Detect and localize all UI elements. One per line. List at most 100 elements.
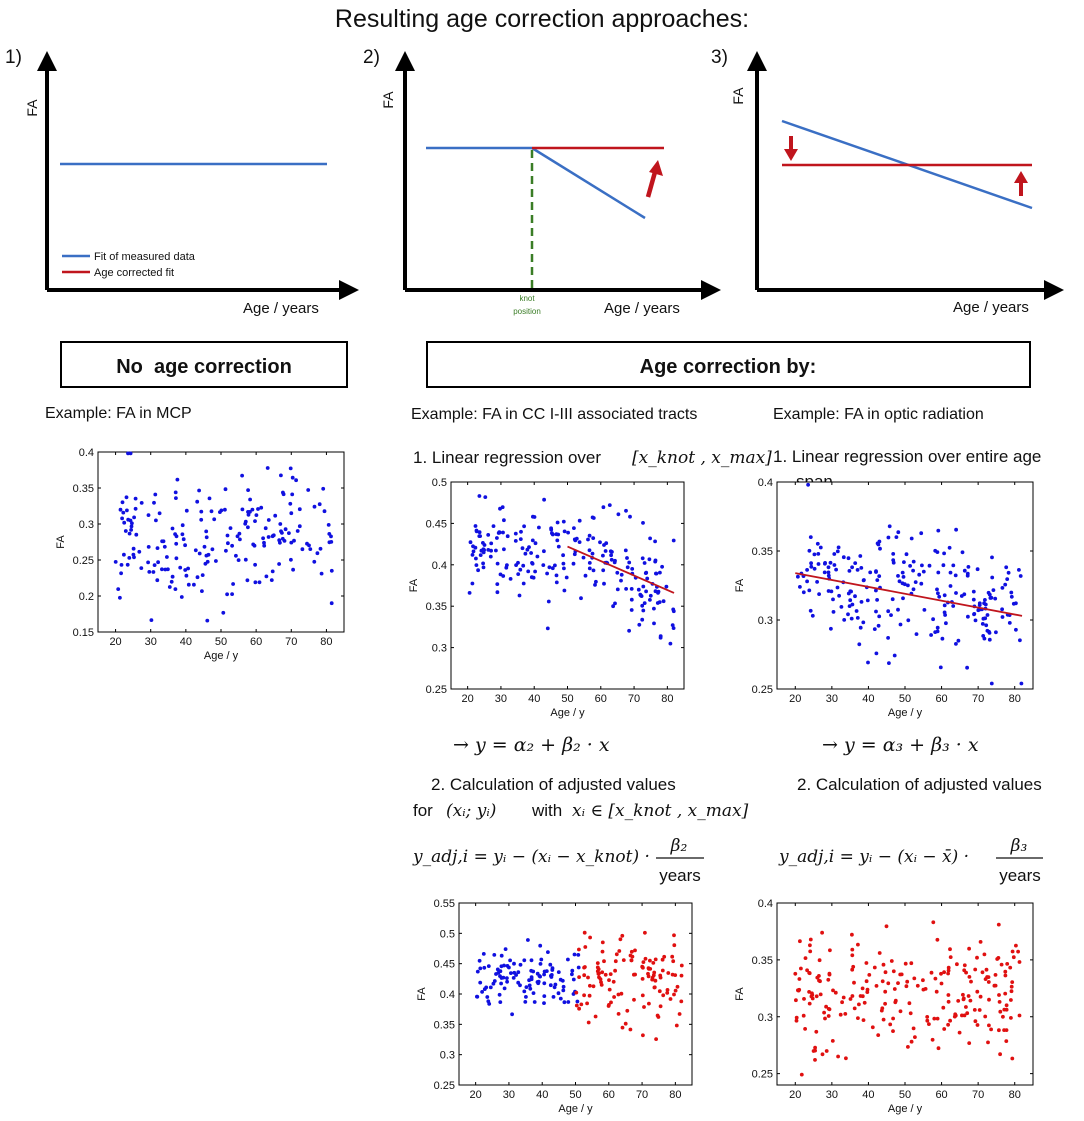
data-point bbox=[954, 527, 958, 532]
data-point bbox=[1004, 1003, 1009, 1008]
data-point bbox=[206, 552, 211, 557]
data-point bbox=[891, 552, 896, 556]
data-point bbox=[668, 997, 673, 1001]
data-point bbox=[980, 970, 985, 975]
data-point bbox=[661, 599, 666, 604]
data-point bbox=[962, 968, 967, 973]
data-point bbox=[256, 507, 260, 511]
data-point bbox=[670, 972, 675, 977]
data-point bbox=[1009, 590, 1014, 595]
data-point bbox=[137, 549, 142, 554]
data-point bbox=[610, 550, 614, 554]
data-point bbox=[948, 570, 953, 575]
data-point bbox=[488, 554, 493, 559]
cc-regression-formula: → y = α₂ + β₂ · x bbox=[453, 734, 610, 756]
data-point bbox=[1018, 574, 1023, 578]
data-point bbox=[961, 992, 965, 997]
x-tick-label: 50 bbox=[899, 693, 911, 705]
data-point bbox=[643, 956, 648, 961]
data-point bbox=[1003, 973, 1008, 978]
data-point bbox=[1009, 984, 1014, 989]
data-point bbox=[537, 525, 541, 530]
data-point bbox=[571, 561, 576, 566]
data-point bbox=[990, 555, 994, 560]
data-point bbox=[911, 559, 916, 564]
x-tick-label: 40 bbox=[536, 1089, 548, 1101]
data-point bbox=[125, 508, 129, 513]
data-point bbox=[486, 964, 491, 968]
data-point bbox=[919, 581, 924, 586]
x-tick-label: 50 bbox=[899, 1089, 911, 1101]
data-point bbox=[219, 508, 224, 513]
data-point bbox=[477, 530, 482, 535]
data-point bbox=[807, 990, 811, 994]
data-point bbox=[505, 534, 510, 539]
data-point bbox=[289, 511, 294, 516]
y-tick-label: 0.55 bbox=[434, 898, 455, 910]
data-point bbox=[250, 507, 255, 512]
x-tick-label: 60 bbox=[250, 636, 262, 648]
data-point bbox=[200, 573, 205, 577]
data-point bbox=[967, 975, 972, 979]
data-point bbox=[1002, 1007, 1007, 1012]
data-point bbox=[600, 940, 605, 945]
data-point bbox=[808, 608, 813, 613]
data-point bbox=[575, 999, 580, 1004]
example-mcp: Example: FA in MCP bbox=[45, 405, 192, 422]
data-point bbox=[478, 980, 483, 985]
data-point bbox=[658, 973, 663, 978]
data-point bbox=[966, 994, 971, 998]
x-tick-label: 30 bbox=[145, 636, 157, 648]
data-point bbox=[546, 950, 550, 954]
data-point bbox=[529, 975, 534, 980]
data-point bbox=[482, 965, 487, 970]
data-point bbox=[587, 548, 592, 553]
data-point bbox=[1001, 1014, 1005, 1019]
data-point bbox=[876, 623, 881, 628]
data-point bbox=[1003, 969, 1008, 974]
data-point bbox=[820, 930, 824, 935]
data-point bbox=[913, 580, 918, 584]
data-point bbox=[306, 488, 311, 492]
data-point bbox=[553, 982, 558, 987]
data-point bbox=[936, 591, 940, 596]
data-point bbox=[814, 1029, 819, 1034]
data-point bbox=[321, 486, 326, 491]
data-point bbox=[679, 973, 684, 978]
data-point bbox=[1017, 960, 1022, 964]
data-point bbox=[480, 990, 484, 994]
optic-adjust-formula: y_adj,i = yᵢ − (xᵢ − x̄) · bbox=[778, 847, 969, 867]
data-point bbox=[224, 548, 228, 553]
data-point bbox=[132, 515, 137, 520]
data-point bbox=[283, 527, 288, 532]
no-correction-label: No age correction bbox=[116, 356, 292, 378]
data-point bbox=[583, 945, 588, 949]
data-point bbox=[920, 563, 924, 568]
data-point bbox=[163, 567, 168, 572]
cc-adjust-denominator: years bbox=[659, 866, 701, 885]
data-point bbox=[179, 595, 184, 599]
data-point bbox=[673, 988, 678, 993]
data-point bbox=[957, 1030, 962, 1035]
data-point bbox=[658, 634, 663, 639]
data-point bbox=[601, 553, 605, 558]
data-point bbox=[571, 977, 576, 982]
data-point bbox=[498, 969, 503, 974]
data-point bbox=[236, 558, 241, 562]
data-point bbox=[960, 550, 965, 555]
data-point bbox=[329, 540, 334, 544]
data-point bbox=[805, 968, 809, 973]
data-point bbox=[536, 979, 541, 984]
schematic-3: 3) FA Age / years bbox=[711, 47, 1064, 316]
data-point bbox=[820, 1052, 825, 1057]
data-point bbox=[866, 660, 870, 665]
data-point bbox=[178, 565, 183, 570]
data-point bbox=[297, 524, 302, 529]
data-point bbox=[875, 541, 880, 546]
data-point bbox=[986, 1040, 990, 1045]
data-point bbox=[630, 567, 635, 571]
data-point bbox=[817, 974, 821, 978]
data-point bbox=[888, 1022, 893, 1027]
data-point bbox=[186, 582, 191, 587]
